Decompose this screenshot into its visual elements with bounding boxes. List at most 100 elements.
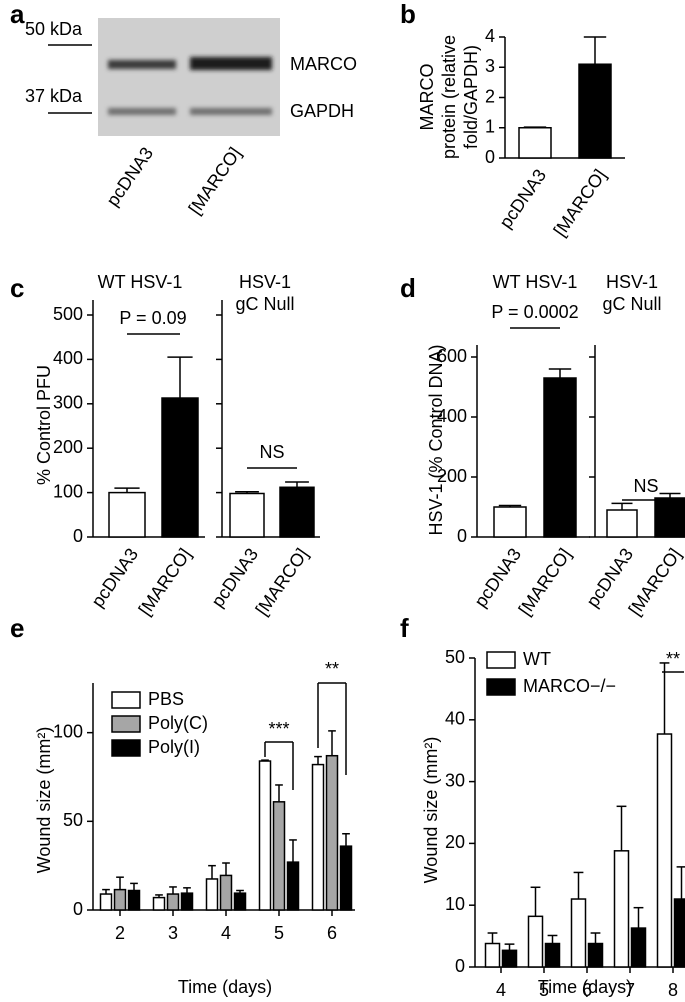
y-tick-label: 300 [53,393,83,413]
bar [543,377,577,538]
annotation: NS [633,476,658,496]
band-label: GAPDH [290,101,354,121]
bar [311,763,325,911]
bar [229,492,265,538]
subplot-title: HSV-1 [606,272,658,292]
bar [205,878,219,911]
bar [161,397,199,538]
bar [606,509,638,538]
legend-label: PBS [148,689,184,709]
lane-label: [MARCO] [185,144,246,219]
subplot-title: gC Null [602,294,661,314]
y-axis-label: MARCO [417,64,437,131]
band-label: MARCO [290,54,357,74]
y-tick-label: 50 [63,810,83,830]
y-tick-label: 1 [485,117,495,137]
bar [654,497,685,538]
x-tick-label: 3 [168,923,178,943]
y-tick-label: 0 [485,147,495,167]
x-tick-label: pcDNA3 [495,166,550,232]
bar [99,893,113,911]
bar [630,927,647,968]
x-tick-label: 7 [625,980,635,1000]
y-tick-label: 400 [53,348,83,368]
y-axis-label: % Control PFU [34,365,54,485]
bar [286,861,300,911]
bar [272,801,286,911]
y-tick-label: 0 [73,526,83,546]
bar [258,760,272,911]
x-tick-label: 5 [274,923,284,943]
x-tick-label: 6 [327,923,337,943]
y-tick-label: 10 [445,894,465,914]
y-axis-label: fold/GAPDH) [461,45,481,149]
panel-letter: e [10,613,24,643]
x-tick-label: pcDNA3 [470,545,525,611]
legend-swatch [486,678,516,696]
bar [180,892,194,911]
panel-letter: d [400,273,416,303]
bar [484,942,501,968]
y-tick-label: 4 [485,26,495,46]
bar [166,893,180,911]
bar [501,949,518,968]
x-tick-label: [MARCO] [135,545,196,620]
bar [544,942,561,968]
panel-letter: b [400,0,416,29]
blot-panel: a 50 kDa 37 kDa MARCO GAPDH pcDNA3 [MARC… [10,0,357,218]
blot-image [98,18,280,136]
y-tick-label: 2 [485,86,495,106]
marker-label: 37 kDa [25,86,83,106]
bar [578,63,612,159]
bar [325,754,339,911]
y-tick-label: 100 [53,721,83,741]
legend-swatch [111,739,141,757]
bar [113,888,127,911]
bar [108,491,146,538]
bar [339,845,353,911]
y-tick-label: 200 [53,437,83,457]
y-tick-label: 30 [445,770,465,790]
bar [527,915,544,968]
bar [219,874,233,911]
y-axis-label: protein (relative [439,35,459,159]
y-tick-label: 50 [445,647,465,667]
annotation: P = 0.09 [119,308,186,328]
x-tick-label: 6 [582,980,592,1000]
y-tick-label: 100 [53,481,83,501]
x-axis-label: Time (days) [538,977,632,997]
marker-label: 50 kDa [25,19,83,39]
subplot-title: WT HSV-1 [493,272,578,292]
y-tick-label: 3 [485,56,495,76]
bar [613,850,630,968]
subplot-title: WT HSV-1 [98,272,183,292]
legend-label: MARCO−/− [523,676,616,696]
legend-label: Poly(I) [148,737,200,757]
band [108,60,176,69]
y-tick-label: 0 [73,899,83,919]
panel-letter: f [400,613,409,643]
bar [656,733,673,968]
bar [673,898,685,968]
x-tick-label: pcDNA3 [207,545,262,611]
y-axis-label: HSV-1 (% Control DNA) [426,344,446,535]
y-tick-label: 500 [53,304,83,324]
bar [233,892,247,911]
y-tick-label: 20 [445,832,465,852]
y-axis-label: Wound size (mm²) [421,737,441,884]
x-tick-label: pcDNA3 [87,545,142,611]
bar [518,127,552,159]
bar [152,896,166,911]
x-tick-label: [MARCO] [550,166,611,241]
annotation: NS [259,442,284,462]
x-tick-label: 4 [496,980,506,1000]
bar [279,486,315,538]
legend-label: Poly(C) [148,713,208,733]
legend-swatch [111,715,141,733]
panel-letter: a [10,0,25,29]
y-tick-label: 400 [437,406,467,426]
annotation: P = 0.0002 [491,302,578,322]
annotation: *** [268,719,289,739]
legend-label: WT [523,649,551,669]
